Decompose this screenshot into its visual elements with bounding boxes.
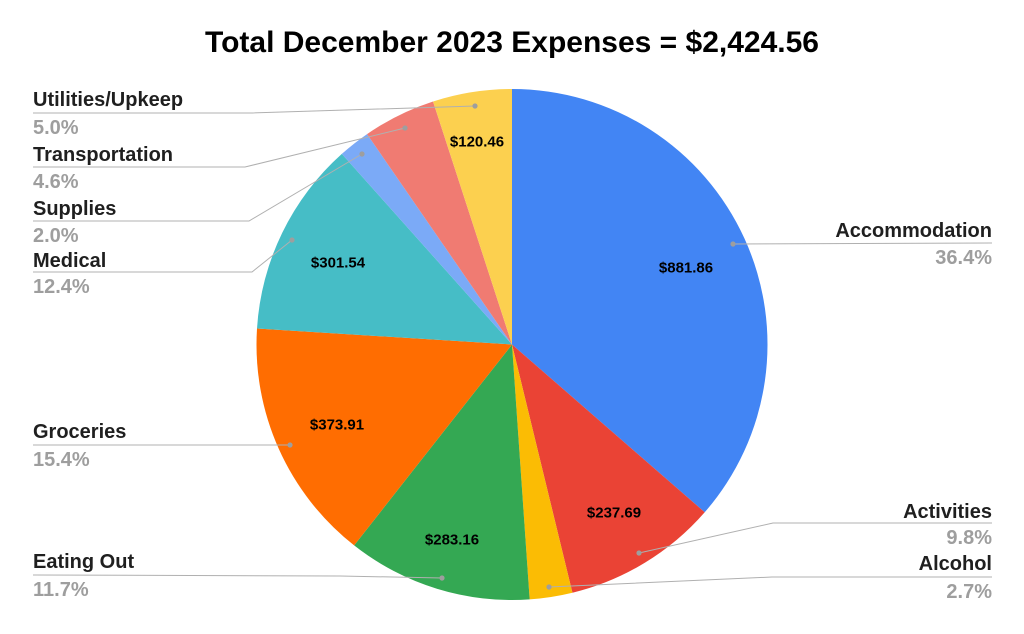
category-percent-groceries: 15.4% (33, 449, 90, 471)
leader-dot-accommodation (730, 241, 736, 247)
category-label-accommodation: Accommodation (835, 220, 992, 242)
category-percent-eating-out: 11.7% (33, 579, 89, 601)
pie-slice-activities[interactable] (512, 344, 705, 593)
category-percent-medical: 12.4% (33, 276, 90, 298)
category-percent-accommodation: 36.4% (935, 247, 992, 269)
pie-slice-groceries[interactable] (256, 328, 513, 546)
category-percent-utilities-upkeep: 5.0% (33, 117, 79, 139)
leader-dot-alcohol (546, 584, 552, 590)
pie-slice-medical[interactable] (257, 153, 512, 345)
category-label-utilities-upkeep: Utilities/Upkeep (33, 89, 184, 111)
pie-slice-transportation[interactable] (367, 101, 512, 345)
slice-value-label-utilities-upkeep: $120.46 (449, 133, 505, 151)
pie-slice-utilities-upkeep[interactable] (433, 89, 512, 345)
leader-dot-activities (636, 550, 642, 556)
slice-value-label-accommodation: $881.86 (658, 259, 714, 277)
slice-value-label-groceries: $373.91 (309, 416, 365, 434)
pie-slice-supplies[interactable] (341, 134, 512, 345)
category-label-transportation: Transportation (33, 144, 174, 166)
pie-slice-accommodation[interactable] (512, 89, 768, 513)
leader-dot-groceries (287, 442, 293, 448)
category-percent-activities: 9.8% (946, 527, 992, 549)
leader-line-medical (33, 239, 293, 273)
leader-line-utilities-upkeep (33, 105, 476, 114)
category-percent-transportation: 4.6% (33, 171, 79, 193)
pie-slice-eating-out[interactable] (354, 344, 530, 601)
slice-value-label-eating-out: $283.16 (424, 531, 480, 549)
leader-dot-utilities-upkeep (472, 103, 478, 109)
category-percent-alcohol: 2.7% (946, 581, 992, 603)
leader-line-eating-out (32, 574, 443, 579)
leader-line-accommodation (732, 242, 993, 245)
leader-line-transportation (33, 127, 406, 168)
category-label-medical: Medical (33, 250, 107, 272)
leader-line-alcohol (548, 576, 992, 588)
leader-dot-eating-out (439, 575, 445, 581)
category-label-activities: Activities (903, 501, 992, 523)
leader-dot-transportation (402, 125, 408, 131)
category-label-groceries: Groceries (33, 421, 127, 443)
leader-line-supplies (33, 153, 363, 222)
slice-value-label-activities: $237.69 (586, 504, 642, 522)
leader-dot-supplies (359, 151, 365, 157)
category-percent-supplies: 2.0% (33, 225, 79, 247)
category-label-eating-out: Eating Out (33, 551, 135, 573)
leader-dot-medical (289, 237, 295, 243)
category-label-alcohol: Alcohol (918, 553, 992, 575)
chart-title: Total December 2023 Expenses = $2,424.56 (205, 26, 819, 59)
pie-slice-alcohol[interactable] (512, 344, 573, 600)
leader-line-activities (638, 522, 992, 554)
category-label-supplies: Supplies (33, 198, 117, 220)
slice-value-label-medical: $301.54 (310, 254, 366, 272)
